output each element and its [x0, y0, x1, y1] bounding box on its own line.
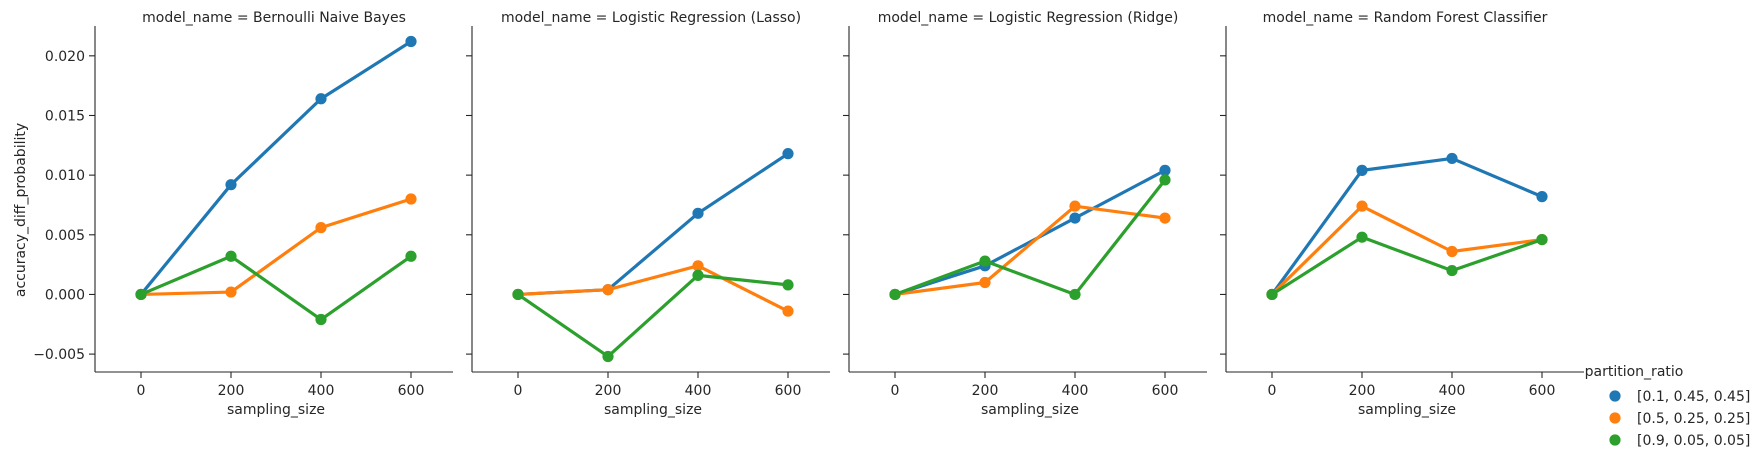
facet-panel: model_name = Logistic Regression (Ridge)… — [843, 10, 1207, 418]
data-point — [405, 250, 417, 262]
series-line — [140, 197, 412, 297]
x-axis-label: sampling_size — [981, 402, 1079, 418]
data-point — [225, 250, 237, 262]
x-tick-label: 0 — [891, 383, 900, 399]
data-point — [1356, 164, 1368, 176]
data-point — [602, 350, 614, 363]
series-line — [517, 152, 789, 297]
y-tick-label: 0.000 — [45, 287, 85, 303]
data-point — [1446, 245, 1458, 258]
x-tick-label: 200 — [595, 383, 622, 399]
legend: partition_ratio [0.1, 0.45, 0.45] [0.5, 0.… — [1585, 364, 1751, 449]
x-tick-label: 400 — [685, 383, 712, 399]
data-point — [889, 288, 901, 301]
series-line — [517, 273, 789, 359]
data-point — [692, 207, 704, 219]
legend-label: [0.9, 0.05, 0.05] — [1637, 433, 1750, 449]
x-tick-label: 200 — [972, 383, 999, 399]
series-line — [1270, 156, 1543, 296]
facet-title: model_name = Logistic Regression (Lasso) — [501, 10, 801, 26]
data-point — [782, 305, 794, 317]
x-tick-label: 400 — [1062, 383, 1089, 399]
data-point — [225, 286, 237, 298]
data-point — [1356, 231, 1368, 243]
series-line — [140, 254, 412, 322]
legend-label: [0.5, 0.25, 0.25] — [1637, 411, 1750, 427]
series-line — [1270, 204, 1543, 296]
series-line — [139, 40, 412, 296]
data-point — [782, 279, 794, 291]
data-point — [1446, 264, 1458, 277]
x-tick-label: 0 — [514, 383, 523, 399]
data-point — [1159, 164, 1171, 176]
x-axis-label: sampling_size — [1358, 402, 1456, 418]
data-point — [602, 284, 614, 296]
data-point — [1536, 191, 1548, 203]
y-tick-label: 0.020 — [45, 49, 85, 65]
legend-marker — [1609, 434, 1621, 446]
data-point — [1446, 152, 1458, 165]
series-line — [894, 168, 1166, 296]
data-point — [782, 148, 794, 160]
facet-panel: model_name = Random Forest Classifier 0 20… — [1220, 10, 1584, 418]
x-tick-label: 0 — [1268, 383, 1277, 399]
data-point — [135, 288, 147, 301]
y-tick-label: 0.015 — [45, 108, 85, 124]
series-line — [894, 204, 1166, 297]
legend-marker — [1609, 412, 1621, 424]
data-point — [1159, 212, 1171, 224]
series-line — [517, 264, 789, 313]
data-point — [1356, 200, 1368, 212]
data-point — [1069, 212, 1081, 224]
x-tick-label: 400 — [308, 383, 335, 399]
legend-marker — [1609, 390, 1621, 402]
data-point — [979, 276, 991, 289]
legend-label: [0.1, 0.45, 0.45] — [1637, 389, 1750, 405]
x-tick-label: 600 — [398, 383, 425, 399]
data-point — [225, 179, 237, 191]
legend-title: partition_ratio — [1585, 364, 1684, 380]
x-tick-label: 400 — [1439, 383, 1466, 399]
x-tick-label: 200 — [218, 383, 245, 399]
facet-panel: model_name = Bernoulli Naive Bayes −0.005… — [33, 10, 453, 418]
data-point — [979, 255, 991, 267]
data-point — [1536, 233, 1548, 246]
x-tick-label: 600 — [1529, 383, 1556, 399]
data-point — [1266, 288, 1278, 301]
data-point — [1159, 174, 1171, 186]
data-point — [1069, 288, 1081, 301]
x-axis-label: sampling_size — [227, 402, 325, 418]
data-point — [1069, 200, 1081, 212]
data-point — [315, 93, 327, 105]
y-tick-label: 0.010 — [45, 168, 85, 184]
data-point — [405, 35, 417, 48]
facet-title: model_name = Logistic Regression (Ridge) — [878, 10, 1179, 26]
x-tick-label: 200 — [1349, 383, 1376, 399]
y-axis-label: accuracy_diff_probability — [13, 123, 29, 297]
facet-title: model_name = Random Forest Classifier — [1263, 10, 1548, 26]
data-point — [315, 222, 327, 234]
x-tick-label: 600 — [1152, 383, 1179, 399]
data-point — [405, 193, 417, 205]
data-point — [692, 269, 704, 281]
x-axis-label: sampling_size — [604, 402, 702, 418]
y-tick-label: −0.005 — [33, 347, 85, 363]
data-point — [315, 313, 327, 326]
y-tick-label: 0.005 — [45, 228, 85, 244]
x-tick-label: 0 — [137, 383, 146, 399]
series-line — [894, 178, 1167, 297]
series-line — [1271, 235, 1543, 296]
data-point — [692, 260, 704, 272]
x-tick-label: 600 — [775, 383, 802, 399]
facet-title: model_name = Bernoulli Naive Bayes — [142, 10, 406, 26]
facet-panel: model_name = Logistic Regression (Lasso)… — [466, 10, 830, 418]
data-point — [512, 288, 524, 301]
